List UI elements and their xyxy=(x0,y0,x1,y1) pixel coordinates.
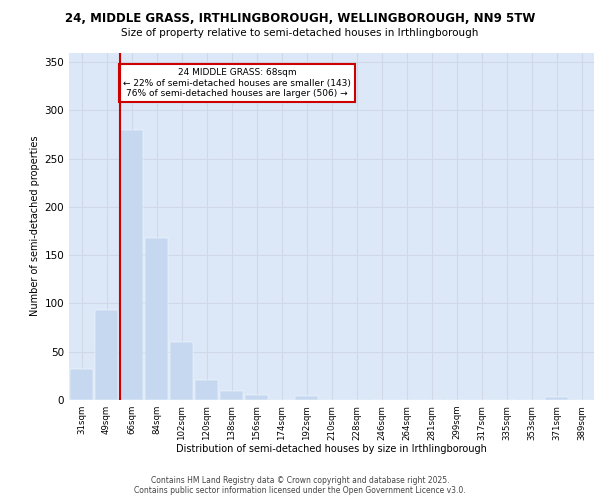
Bar xyxy=(245,395,268,400)
Bar xyxy=(95,310,118,400)
Bar xyxy=(545,397,568,400)
Bar xyxy=(120,130,143,400)
Bar xyxy=(145,238,168,400)
Bar xyxy=(220,392,243,400)
Bar xyxy=(70,369,93,400)
Bar xyxy=(195,380,218,400)
Text: 24 MIDDLE GRASS: 68sqm
← 22% of semi-detached houses are smaller (143)
76% of se: 24 MIDDLE GRASS: 68sqm ← 22% of semi-det… xyxy=(123,68,351,98)
Bar xyxy=(295,396,318,400)
Y-axis label: Number of semi-detached properties: Number of semi-detached properties xyxy=(30,136,40,316)
Text: Size of property relative to semi-detached houses in Irthlingborough: Size of property relative to semi-detach… xyxy=(121,28,479,38)
Bar xyxy=(170,342,193,400)
Text: 24, MIDDLE GRASS, IRTHLINGBOROUGH, WELLINGBOROUGH, NN9 5TW: 24, MIDDLE GRASS, IRTHLINGBOROUGH, WELLI… xyxy=(65,12,535,26)
X-axis label: Distribution of semi-detached houses by size in Irthlingborough: Distribution of semi-detached houses by … xyxy=(176,444,487,454)
Text: Contains HM Land Registry data © Crown copyright and database right 2025.
Contai: Contains HM Land Registry data © Crown c… xyxy=(134,476,466,495)
